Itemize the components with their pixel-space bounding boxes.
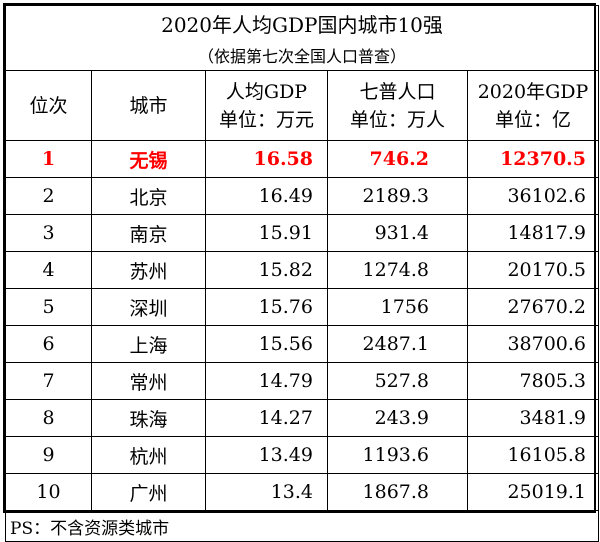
cell-city: 深圳 <box>91 288 206 326</box>
cell-gdp-total: 12370.5 <box>466 140 600 178</box>
cell-city: 苏州 <box>91 251 206 289</box>
cell-gdp-total: 7805.3 <box>466 362 600 400</box>
cell-gdp-per-capita: 13.4 <box>205 473 328 511</box>
header-gdp-per-capita-unit: 单位：万元 <box>218 108 314 131</box>
cell-gdp-per-capita: 13.49 <box>205 436 328 474</box>
cell-rank: 5 <box>5 288 92 326</box>
header-gdp-per-capita-label: 人均GDP <box>225 80 308 103</box>
header-row: 位次 城市 人均GDP 单位：万元 七普人口 单位：万人 2020年GDP 单位… <box>5 70 600 141</box>
cell-rank: 3 <box>5 214 92 252</box>
header-population-unit: 单位：万人 <box>349 108 445 131</box>
cell-city: 北京 <box>91 177 206 215</box>
cell-rank: 1 <box>5 140 92 178</box>
cell-gdp-total: 27670.2 <box>466 288 600 326</box>
cell-city: 上海 <box>91 325 206 363</box>
cell-population: 1274.8 <box>327 251 468 289</box>
header-gdp-total-label: 2020年GDP <box>477 80 589 103</box>
cell-gdp-per-capita: 14.27 <box>205 399 328 437</box>
cell-gdp-total: 20170.5 <box>466 251 600 289</box>
cell-gdp-total: 16105.8 <box>466 436 600 474</box>
header-rank: 位次 <box>5 70 92 141</box>
cell-gdp-per-capita: 14.79 <box>205 362 328 400</box>
header-gdp-total: 2020年GDP 单位：亿 <box>466 70 600 141</box>
cell-rank: 2 <box>5 177 92 215</box>
cell-city: 南京 <box>91 214 206 252</box>
cell-population: 746.2 <box>327 140 468 178</box>
table-row: 3 南京 15.91 931.4 14817.9 <box>5 214 600 252</box>
cell-rank: 8 <box>5 399 92 437</box>
header-gdp-per-capita: 人均GDP 单位：万元 <box>205 70 328 141</box>
cell-gdp-per-capita: 15.82 <box>205 251 328 289</box>
cell-gdp-total: 36102.6 <box>466 177 600 215</box>
cell-gdp-total: 14817.9 <box>466 214 600 252</box>
cell-gdp-per-capita: 16.49 <box>205 177 328 215</box>
cell-city: 广州 <box>91 473 206 511</box>
cell-gdp-per-capita: 16.58 <box>205 140 328 178</box>
cell-population: 931.4 <box>327 214 468 252</box>
gdp-ranking-sheet: 2020年人均GDP国内城市10强 （依据第七次全国人口普查） 位次 城市 人均… <box>3 3 600 542</box>
footnote: PS：不含资源类城市 <box>4 510 600 542</box>
gdp-ranking-table: 2020年人均GDP国内城市10强 （依据第七次全国人口普查） 位次 城市 人均… <box>4 5 600 542</box>
cell-rank: 10 <box>5 473 92 511</box>
cell-rank: 9 <box>5 436 92 474</box>
table-row: 1 无锡 16.58 746.2 12370.5 <box>5 140 600 178</box>
cell-rank: 4 <box>5 251 92 289</box>
cell-population: 1193.6 <box>327 436 468 474</box>
cell-gdp-total: 25019.1 <box>466 473 600 511</box>
table-row: 9 杭州 13.49 1193.6 16105.8 <box>5 436 600 474</box>
cell-population: 1756 <box>327 288 468 326</box>
table-row: 2 北京 16.49 2189.3 36102.6 <box>5 177 600 215</box>
cell-gdp-total: 38700.6 <box>466 325 600 363</box>
table-row: 10 广州 13.4 1867.8 25019.1 <box>5 473 600 511</box>
table-title: 2020年人均GDP国内城市10强 <box>4 5 600 40</box>
cell-population: 2189.3 <box>327 177 468 215</box>
table-row: 8 珠海 14.27 243.9 3481.9 <box>5 399 600 437</box>
table-row: 6 上海 15.56 2487.1 38700.6 <box>5 325 600 363</box>
header-population: 七普人口 单位：万人 <box>327 70 468 141</box>
cell-city: 常州 <box>91 362 206 400</box>
header-city: 城市 <box>91 70 206 141</box>
cell-gdp-per-capita: 15.91 <box>205 214 328 252</box>
header-population-label: 七普人口 <box>359 80 436 103</box>
cell-gdp-per-capita: 15.56 <box>205 325 328 363</box>
cell-population: 243.9 <box>327 399 468 437</box>
cell-city: 杭州 <box>91 436 206 474</box>
header-gdp-total-unit: 单位：亿 <box>495 108 572 131</box>
table-row: 5 深圳 15.76 1756 27670.2 <box>5 288 600 326</box>
cell-population: 527.8 <box>327 362 468 400</box>
cell-population: 1867.8 <box>327 473 468 511</box>
cell-population: 2487.1 <box>327 325 468 363</box>
table-row: 7 常州 14.79 527.8 7805.3 <box>5 362 600 400</box>
cell-city: 珠海 <box>91 399 206 437</box>
cell-gdp-total: 3481.9 <box>466 399 600 437</box>
table-row: 4 苏州 15.82 1274.8 20170.5 <box>5 251 600 289</box>
table-subtitle: （依据第七次全国人口普查） <box>4 40 600 71</box>
cell-rank: 6 <box>5 325 92 363</box>
cell-rank: 7 <box>5 362 92 400</box>
cell-city: 无锡 <box>91 140 206 178</box>
cell-gdp-per-capita: 15.76 <box>205 288 328 326</box>
